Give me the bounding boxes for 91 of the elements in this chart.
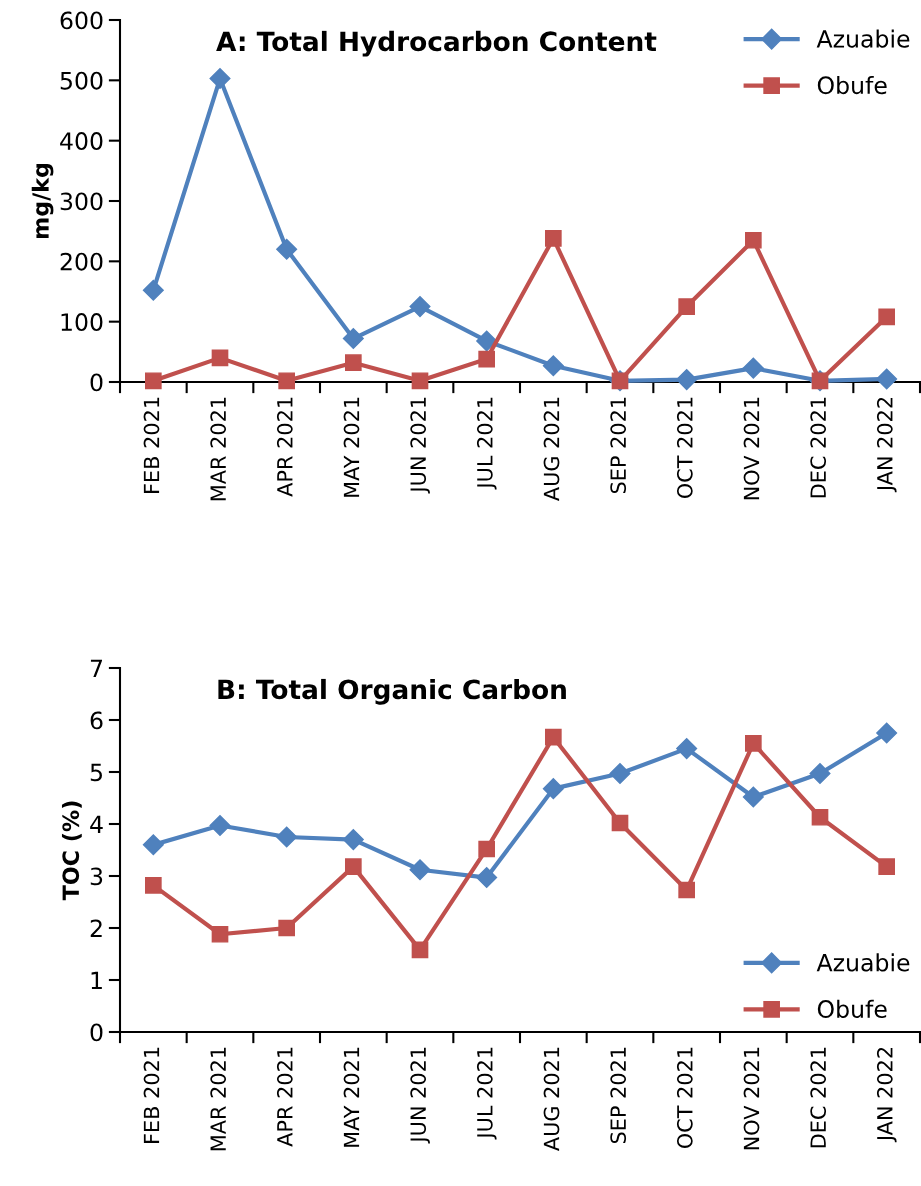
- point: [676, 738, 698, 760]
- point: [276, 238, 298, 260]
- point: [876, 368, 898, 390]
- legend-label: Azuabie: [816, 953, 910, 972]
- point: [544, 230, 562, 247]
- legend-label: Obufe: [817, 75, 887, 95]
- point: [144, 372, 162, 390]
- x-tick-label: OCT 2021: [676, 1047, 693, 1149]
- x-tick-label: OCT 2021: [676, 397, 693, 499]
- x-tick-label: SEP 2021: [610, 1047, 627, 1144]
- y-tick-label: 500: [60, 71, 103, 90]
- point: [878, 308, 896, 326]
- point: [411, 941, 429, 959]
- point: [478, 350, 496, 368]
- point: [876, 722, 898, 744]
- x-tick-label: JAN 2022: [876, 397, 897, 493]
- point: [742, 786, 764, 808]
- y-tick-label: 600: [60, 11, 103, 30]
- point: [809, 763, 831, 785]
- point: [676, 369, 698, 391]
- x-tick-label: NOV 2021: [743, 397, 760, 500]
- point: [344, 354, 362, 372]
- y-tick-label: 2: [90, 919, 102, 937]
- point: [276, 826, 298, 848]
- point: [678, 298, 696, 315]
- point: [144, 877, 162, 894]
- point: [278, 372, 296, 390]
- x-tick-label: NOV 2021: [743, 1047, 760, 1150]
- point: [744, 231, 762, 249]
- y-tick-label: 3: [90, 867, 103, 886]
- point: [211, 349, 229, 367]
- point: [878, 858, 896, 875]
- x-tick-label: APR 2021: [276, 397, 293, 497]
- y-tick-label: 1: [91, 971, 102, 989]
- point: [476, 330, 498, 352]
- x-tick-label: JUN 2021: [410, 397, 430, 494]
- y-tick-label: 5: [90, 763, 102, 782]
- y-tick-label: 300: [60, 192, 103, 211]
- y-tick-label: 400: [60, 132, 103, 150]
- x-tick-label: MAY 2021: [343, 397, 360, 497]
- x-tick-label: JAN 2022: [876, 1047, 897, 1143]
- x-tick-label: AUG 2021: [543, 1047, 560, 1152]
- point: [609, 763, 631, 785]
- point: [611, 814, 629, 832]
- y-tick-label: 7: [90, 659, 103, 677]
- point: [142, 279, 164, 301]
- point: [209, 815, 231, 837]
- y-tick-label: 4: [90, 815, 103, 833]
- point: [478, 840, 496, 858]
- y-axis-title: TOC (%): [61, 801, 82, 901]
- point: [209, 68, 231, 90]
- x-tick-label: DEC 2021: [810, 397, 827, 498]
- x-tick-label: SEP 2021: [610, 397, 627, 494]
- point: [542, 778, 564, 800]
- x-tick-label: FEB 2021: [143, 397, 160, 493]
- point: [476, 867, 498, 889]
- x-tick-label: JUL 2021: [476, 397, 497, 490]
- point: [342, 829, 364, 851]
- y-axis-title: mg/kg: [31, 163, 54, 239]
- legend-label: Obufe: [817, 999, 887, 1018]
- point: [678, 881, 696, 899]
- x-tick-label: AUG 2021: [543, 397, 560, 502]
- x-tick-label: JUL 2021: [476, 1047, 497, 1140]
- y-tick-label: 0: [90, 373, 103, 392]
- y-tick-label: 0: [90, 1023, 103, 1042]
- y-tick-label: 200: [60, 252, 103, 271]
- chart-title: A: Total Hydrocarbon Content: [216, 30, 657, 57]
- point: [742, 357, 764, 379]
- chart-title: B: Total Organic Carbon: [218, 678, 566, 705]
- point: [342, 328, 364, 350]
- x-tick-label: JUN 2021: [410, 1047, 430, 1144]
- x-tick-label: MAY 2021: [343, 1047, 360, 1147]
- x-tick-label: MAR 2021: [210, 1047, 227, 1151]
- x-tick-label: FEB 2021: [143, 1047, 160, 1143]
- point: [744, 735, 762, 752]
- y-tick-label: 6: [90, 711, 103, 730]
- point: [344, 858, 362, 875]
- point: [278, 919, 296, 937]
- y-tick-label: 100: [61, 313, 103, 331]
- point: [542, 355, 564, 377]
- legend-label: Azuabie: [816, 29, 910, 48]
- point: [811, 808, 829, 826]
- point: [409, 859, 431, 881]
- x-tick-label: DEC 2021: [810, 1047, 827, 1148]
- point: [211, 925, 229, 943]
- point: [409, 296, 431, 318]
- point: [411, 372, 429, 390]
- x-tick-label: APR 2021: [276, 1047, 293, 1147]
- point: [544, 728, 562, 746]
- x-tick-label: MAR 2021: [210, 397, 227, 501]
- point: [142, 834, 164, 856]
